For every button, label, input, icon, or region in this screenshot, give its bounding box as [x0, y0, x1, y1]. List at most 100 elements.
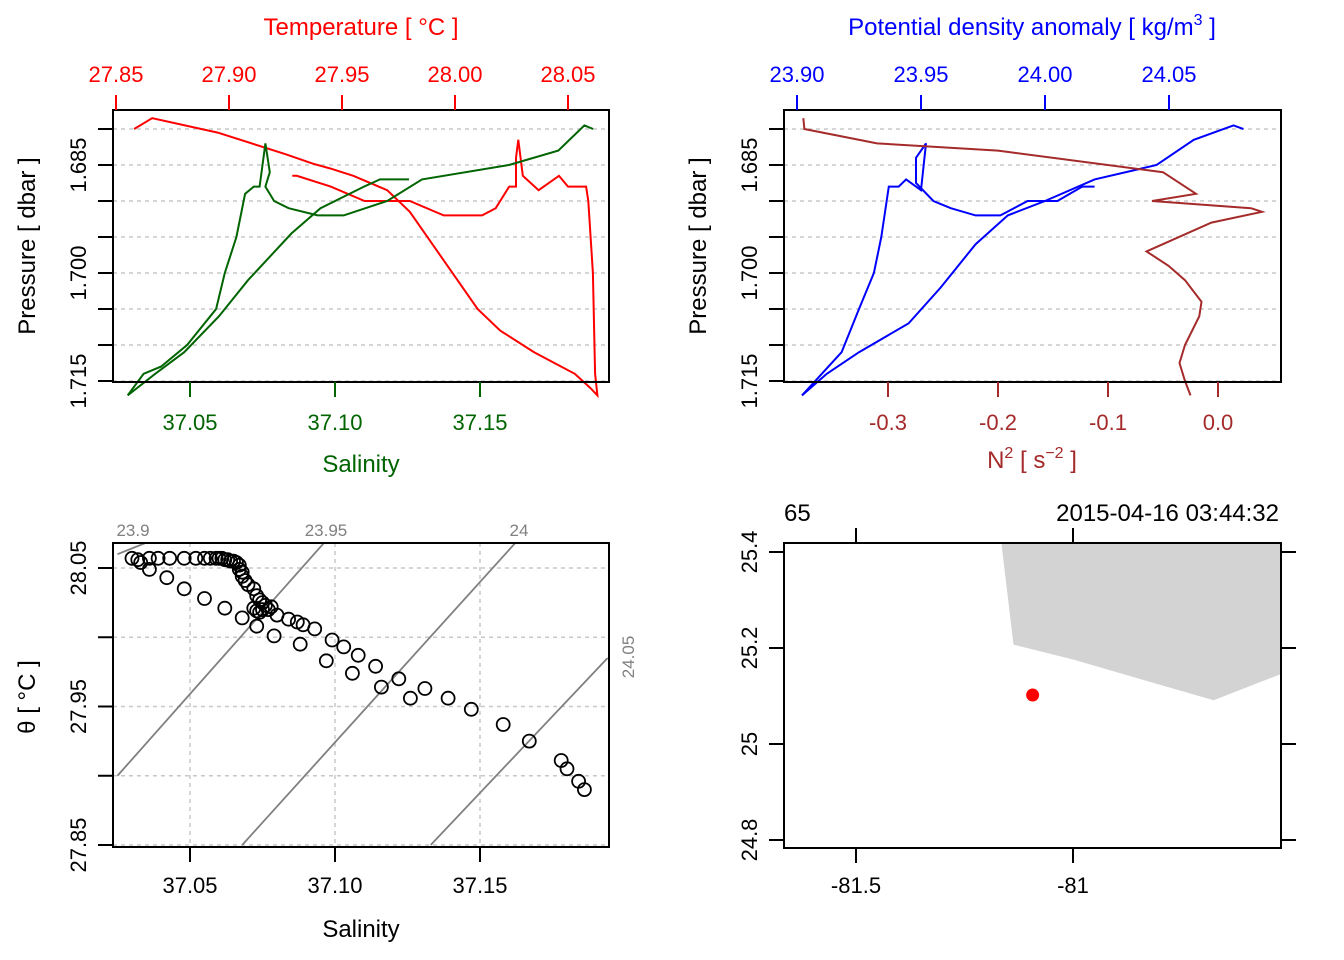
pressure-axis: 1.685 1.700 1.715	[66, 128, 113, 409]
ts-gridlines	[113, 543, 609, 847]
series-line-salinity-up	[127, 178, 409, 397]
temperature-axis: 27.85 27.90 27.95 28.00 28.05	[88, 62, 596, 110]
ts-point	[281, 611, 297, 627]
ts-point	[246, 581, 262, 597]
tick-label: 28.05	[540, 62, 595, 87]
ts-point	[150, 550, 166, 566]
temperature-salinity-profile-panel: 27.85 27.90 27.95 28.00 28.05 37.05 37.10 37.1…	[14, 14, 610, 478]
ts-point	[176, 581, 192, 597]
tick-label: 37.05	[162, 410, 217, 435]
profile-series	[801, 118, 1266, 397]
ts-point	[197, 550, 212, 566]
isopycnal-label: 23.95	[305, 521, 348, 540]
tick-label: 25.2	[737, 627, 762, 670]
series-line-salinity	[126, 124, 594, 396]
ts-point	[202, 550, 218, 566]
tick-label: 25	[737, 732, 762, 756]
ts-point	[318, 653, 334, 669]
plot-frame	[112, 542, 610, 848]
series-line-potential-density-anomaly-2	[801, 142, 1095, 397]
ts-point	[521, 733, 537, 749]
ts-point	[159, 570, 175, 586]
ts-point	[440, 690, 456, 706]
tick-label: -81.5	[831, 873, 881, 898]
ts-point	[197, 591, 212, 606]
ts-point	[307, 621, 323, 637]
tick-label: 37.15	[452, 873, 507, 898]
isopycnal-line	[117, 543, 148, 555]
series-line-n2	[802, 118, 1266, 396]
density-axis: 23.90 23.95 24.00 24.05	[769, 62, 1197, 110]
ts-point	[368, 658, 384, 674]
map-axes: -81.5 -81 24.8 25 25.2 25.4	[737, 528, 1296, 898]
ts-point	[350, 647, 366, 663]
tick-label: 1.715	[66, 353, 91, 408]
tick-label: 1.700	[737, 245, 762, 300]
isopycnal-label: 24	[510, 521, 529, 540]
isopycnal-label: 23.9	[116, 521, 149, 540]
ts-point	[176, 550, 192, 566]
n2-axis-label: N2 [ s−2 ]	[987, 445, 1077, 474]
theta-axis-label: θ [ °C ]	[14, 660, 41, 734]
isopycnal-line	[116, 543, 326, 777]
ts-point	[344, 665, 360, 681]
ts-points	[124, 550, 592, 797]
profile-series	[126, 117, 599, 399]
tick-label: 28.00	[427, 62, 482, 87]
tick-label: 24.00	[1017, 62, 1072, 87]
station-number: 65	[784, 500, 811, 527]
pressure-axis: 1.685 1.700 1.715	[737, 128, 784, 409]
map-frame	[783, 542, 1282, 849]
tick-label: 1.700	[66, 245, 91, 300]
tick-label: 37.05	[162, 873, 217, 898]
tick-label: -81	[1057, 873, 1089, 898]
ts-point	[249, 618, 265, 634]
ts-point	[130, 552, 146, 568]
tick-label: 27.85	[88, 62, 143, 87]
ts-point	[336, 639, 352, 655]
tick-label: 23.95	[893, 62, 948, 87]
tick-label: 24.05	[1141, 62, 1196, 87]
station-marker[interactable]	[1026, 688, 1040, 702]
isopycnal-labels: 23.9 23.95 24 24.05	[116, 521, 638, 678]
salinity-axis-label: Salinity	[322, 916, 399, 943]
tick-label: 27.85	[66, 817, 91, 872]
tick-label: 37.10	[307, 410, 362, 435]
tick-label: 27.95	[66, 679, 91, 734]
ts-point	[141, 562, 157, 577]
land-polygon	[1001, 543, 1281, 701]
pressure-axis-label: Pressure [ dbar ]	[685, 157, 712, 334]
ts-point	[237, 573, 253, 588]
ts-point	[124, 550, 140, 566]
salinity-axis-label: Salinity	[322, 451, 399, 478]
temperature-axis-label: Temperature [ °C ]	[264, 14, 459, 41]
density-axis-label: Potential density anomaly [ kg/m3 ]	[848, 12, 1216, 41]
series-line-potential-density-anomaly	[801, 124, 1244, 397]
ts-point	[141, 550, 157, 566]
ts-point	[402, 690, 418, 706]
tick-label: 23.90	[769, 62, 824, 87]
series-line-temperature	[133, 117, 599, 399]
ts-point	[188, 550, 204, 566]
tick-label: 28.05	[66, 540, 91, 595]
plot-frame	[112, 109, 610, 383]
ts-point	[373, 679, 389, 695]
ts-point	[577, 782, 592, 797]
n2-axis: -0.3 -0.2 -0.1 0.0	[869, 382, 1233, 435]
ts-point	[162, 550, 178, 566]
theta-axis: 27.85 27.95 28.05	[66, 540, 113, 873]
tick-label: 1.715	[737, 353, 762, 408]
tick-label: -0.2	[979, 410, 1017, 435]
tick-label: 1.685	[66, 137, 91, 192]
tick-label: 24.8	[737, 819, 762, 862]
station-map-panel: -81.5 -81 24.8 25 25.2 25.4 65 2015-04-16 03:…	[737, 500, 1296, 898]
ts-point	[255, 602, 270, 617]
isopycnal-line	[430, 657, 609, 846]
ts-point	[292, 636, 308, 652]
ts-point	[217, 600, 233, 616]
ts-point	[463, 701, 479, 717]
ts-point	[391, 671, 407, 687]
ts-point	[231, 557, 247, 573]
